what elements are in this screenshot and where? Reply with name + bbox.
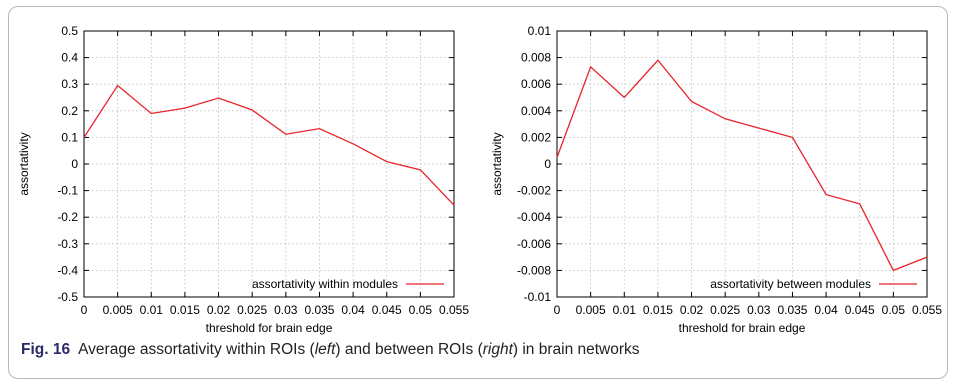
x-tick-label: 0.005	[103, 303, 133, 317]
x-tick-label: 0.025	[237, 303, 267, 317]
series-line	[556, 59, 928, 272]
caption-left-word: left	[314, 341, 336, 358]
series-line	[83, 84, 455, 206]
y-tick-label: 0	[71, 157, 78, 171]
x-tick-label: 0	[554, 303, 561, 317]
y-tick-label: 0.2	[61, 104, 78, 118]
y-tick-label: -0.1	[57, 184, 78, 198]
x-tick-label: 0.035	[304, 303, 334, 317]
x-tick-label: 0	[81, 303, 88, 317]
y-tick-label: -0.4	[57, 263, 78, 277]
x-tick-label: 0.02	[207, 303, 231, 317]
x-tick-label: 0.04	[814, 303, 838, 317]
caption-text-2: ) and between ROIs (	[335, 341, 483, 358]
figure-caption: Fig. 16 Average assortativity within ROIs…	[21, 341, 640, 359]
x-axis-label: threshold for brain edge	[679, 321, 806, 335]
y-tick-label: 0.5	[61, 24, 78, 38]
x-tick-label: 0.005	[576, 303, 606, 317]
chart-right: 0 0.005 0.01 0.015 0.02 0.025 0.03 0.035 0.04 0.0…	[490, 24, 942, 335]
y-tick-label: 0.01	[528, 24, 552, 38]
y-tick-label: -0.002	[517, 184, 551, 198]
y-tick-label: -0.3	[57, 237, 78, 251]
x-tick-label: 0.015	[170, 303, 200, 317]
plot-frame	[556, 30, 928, 298]
y-tick-label: -0.006	[517, 237, 551, 251]
x-tick-label: 0.055	[912, 303, 942, 317]
x-tick-label: 0.045	[845, 303, 875, 317]
y-tick-label: 0.002	[521, 130, 551, 144]
x-tick-label: 0.025	[710, 303, 740, 317]
y-tick-label: -0.5	[57, 290, 78, 304]
y-tick-label: 0.3	[61, 77, 78, 91]
x-tick-label: 0.03	[274, 303, 298, 317]
x-tick-label: 0.04	[341, 303, 365, 317]
x-tick-label: 0.03	[747, 303, 771, 317]
caption-text-1: Average assortativity within ROIs (	[78, 341, 315, 358]
x-tick-label: 0.035	[777, 303, 807, 317]
y-tick-label: -0.2	[57, 210, 78, 224]
y-tick-label: 0.006	[521, 77, 551, 91]
y-tick-label: 0.008	[521, 51, 551, 65]
x-tick-label: 0.01	[140, 303, 164, 317]
x-axis-label: threshold for brain edge	[206, 321, 333, 335]
x-tick-label: 0.055	[439, 303, 469, 317]
y-axis-label: assortativity	[490, 132, 504, 195]
plot-frame	[83, 30, 455, 298]
y-tick-label: -0.004	[517, 210, 551, 224]
figure-label: Fig. 16	[21, 341, 71, 358]
legend-label: assortativity within modules	[252, 277, 398, 291]
figure-frame	[8, 6, 948, 379]
y-tick-label: -0.01	[524, 290, 552, 304]
y-tick-label: 0.1	[61, 130, 78, 144]
x-tick-label: 0.02	[680, 303, 704, 317]
x-tick-label: 0.05	[409, 303, 433, 317]
y-axis-label: assortativity	[17, 132, 31, 195]
legend-label: assortativity between modules	[710, 277, 871, 291]
x-tick-label: 0.015	[643, 303, 673, 317]
caption-text-3: ) in brain networks	[512, 341, 640, 358]
y-tick-label: 0.4	[61, 51, 78, 65]
y-tick-label: -0.008	[517, 263, 551, 277]
y-tick-label: 0	[544, 157, 551, 171]
x-tick-label: 0.05	[882, 303, 906, 317]
y-tick-label: 0.004	[521, 104, 551, 118]
x-tick-label: 0.01	[613, 303, 637, 317]
chart-left: 0 0.005 0.01 0.015 0.02 0.025 0.03 0.035 0.04 0.0…	[17, 24, 469, 335]
x-tick-label: 0.045	[372, 303, 402, 317]
caption-right-word: right	[482, 341, 513, 358]
